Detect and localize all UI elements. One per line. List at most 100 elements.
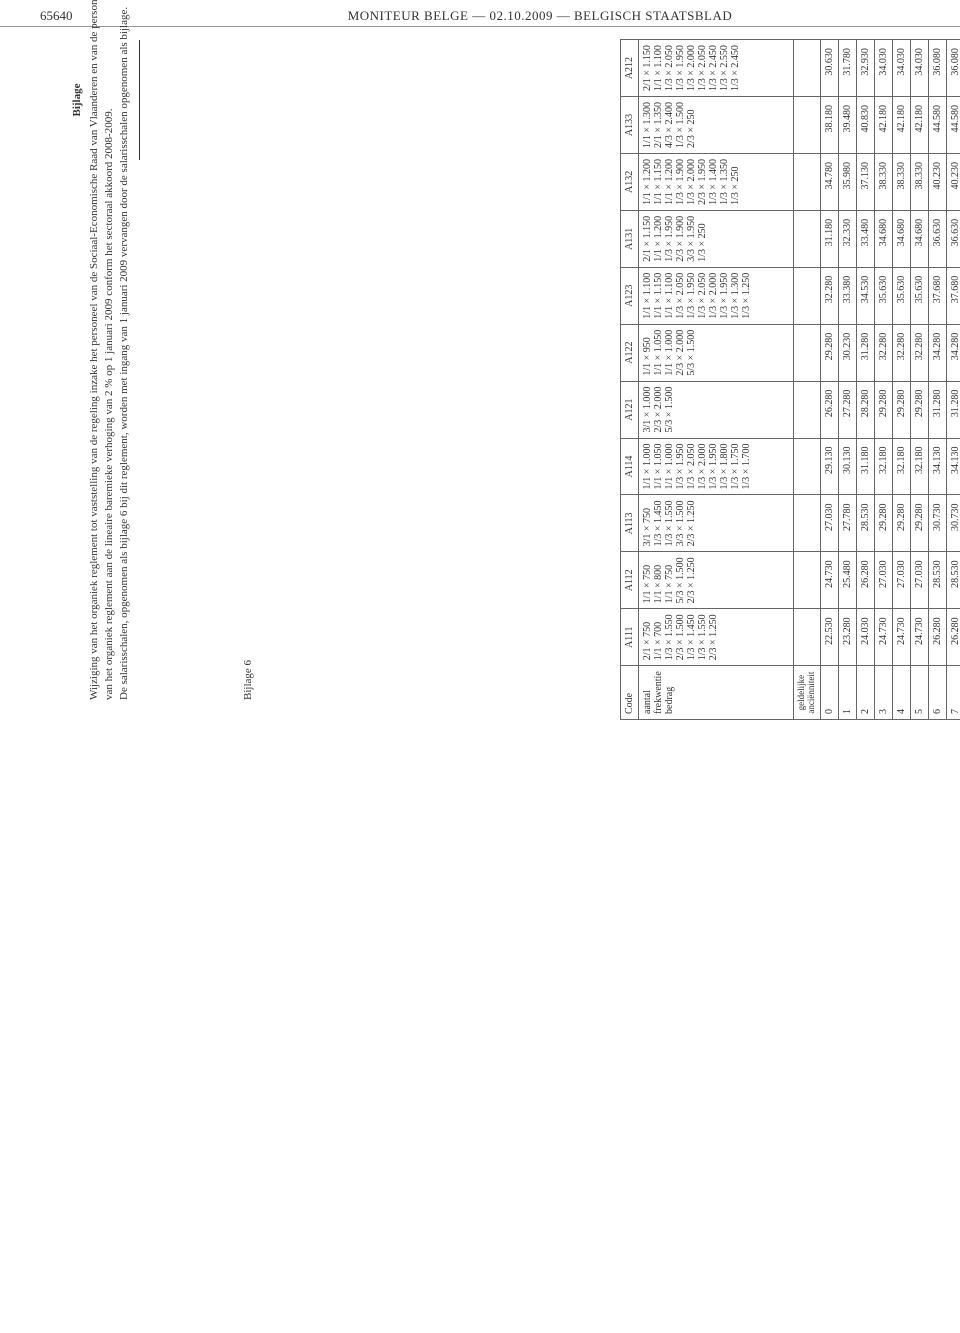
code-A122: A122 xyxy=(621,324,639,381)
salary-row: 524.73027.03029.28032.18029.28032.28035.… xyxy=(910,40,928,720)
salary-cell: 26.280 xyxy=(820,381,838,438)
salary-cell: 34.030 xyxy=(910,40,928,97)
salary-cell: 44.580 xyxy=(928,97,946,154)
code-A112: A112 xyxy=(621,552,639,609)
salary-cell: 30.630 xyxy=(820,40,838,97)
intro-block: Bijlage Wijziging van het organiek regle… xyxy=(70,0,148,700)
salary-row: 324.73027.03029.28032.18029.28032.28035.… xyxy=(874,40,892,720)
salary-cell: 30.230 xyxy=(838,324,856,381)
salary-cell: 22.530 xyxy=(820,609,838,666)
salary-cell: 38.330 xyxy=(910,153,928,210)
salary-cell: 42.180 xyxy=(910,97,928,154)
anc-value: 3 xyxy=(874,666,892,720)
anc-value: 7 xyxy=(946,666,960,720)
salary-cell: 27.030 xyxy=(892,552,910,609)
salary-cell: 29.280 xyxy=(874,381,892,438)
salary-cell: 28.280 xyxy=(856,381,874,438)
intro-line-1: Wijziging van het organiek reglement tot… xyxy=(87,0,102,700)
incr-A112: 1/1 × 7501/1 × 8001/1 × 7505/3 × 1.5002/… xyxy=(639,552,794,609)
incr-A133: 1/1 × 1.3002/1 × 1.3504/3 × 2.4001/3 × 1… xyxy=(639,97,794,154)
salary-cell: 28.530 xyxy=(928,552,946,609)
salary-cell: 28.530 xyxy=(946,552,960,609)
salary-cell: 31.280 xyxy=(928,381,946,438)
journal-title: MONITEUR BELGE — 02.10.2009 — BELGISCH S… xyxy=(160,8,920,24)
salary-row: 424.73027.03029.28032.18029.28032.28035.… xyxy=(892,40,910,720)
salary-cell: 32.280 xyxy=(874,324,892,381)
code-A114: A114 xyxy=(621,438,639,495)
salary-cell: 23.280 xyxy=(838,609,856,666)
code-A133: A133 xyxy=(621,97,639,154)
salary-cell: 27.030 xyxy=(820,495,838,552)
salary-cell: 32.280 xyxy=(892,324,910,381)
salary-cell: 32.180 xyxy=(892,438,910,495)
salary-cell: 38.330 xyxy=(892,153,910,210)
code-A132: A132 xyxy=(621,153,639,210)
salary-cell: 37.680 xyxy=(928,267,946,324)
incr-A123: 1/1 × 1.1001/1 × 1.1501/1 × 1.1001/3 × 2… xyxy=(639,267,794,324)
salary-cell: 38.330 xyxy=(874,153,892,210)
salary-cell: 31.280 xyxy=(946,381,960,438)
salary-cell: 34.280 xyxy=(928,324,946,381)
incr-A212: 2/1 × 1.1501/1 × 1.1001/3 × 2.0501/3 × 1… xyxy=(639,40,794,97)
salary-row: 022.53024.73027.03029.13026.28029.28032.… xyxy=(820,40,838,720)
code-A123: A123 xyxy=(621,267,639,324)
salary-cell: 34.030 xyxy=(892,40,910,97)
salary-cell: 26.280 xyxy=(856,552,874,609)
anc-value: 4 xyxy=(892,666,910,720)
anc-value: 6 xyxy=(928,666,946,720)
code-A113: A113 xyxy=(621,495,639,552)
salary-cell: 24.730 xyxy=(874,609,892,666)
incr-A132: 1/1 × 1.2001/1 × 1.1501/1 × 1.2001/3 × 1… xyxy=(639,153,794,210)
row-labels: aantal frekwentie bedrag xyxy=(639,666,794,720)
salary-cell: 36.630 xyxy=(946,210,960,267)
incr-A121: 3/1 × 1.0002/3 × 2.0005/3 × 1.500 xyxy=(639,381,794,438)
salary-cell: 24.730 xyxy=(820,552,838,609)
salary-row: 123.28025.48027.78030.13027.28030.23033.… xyxy=(838,40,856,720)
salary-cell: 29.280 xyxy=(892,495,910,552)
salary-cell: 34.280 xyxy=(946,324,960,381)
increments-row: aantal frekwentie bedrag 2/1 × 7501/1 × … xyxy=(639,40,794,720)
salary-cell: 36.080 xyxy=(946,40,960,97)
intro-title: Bijlage xyxy=(70,0,85,700)
salary-cell: 32.180 xyxy=(910,438,928,495)
salary-cell: 34.130 xyxy=(928,438,946,495)
salary-cell: 29.280 xyxy=(874,495,892,552)
salary-table: Code A111 A112 A113 A114 A121 A122 A123 … xyxy=(620,39,960,720)
incr-A122: 1/1 × 9501/1 × 1.0501/1 × 1.0002/3 × 2.0… xyxy=(639,324,794,381)
code-row: Code A111 A112 A113 A114 A121 A122 A123 … xyxy=(621,40,639,720)
salary-cell: 44.580 xyxy=(946,97,960,154)
salary-cell: 32.280 xyxy=(910,324,928,381)
salary-table-wrap: Code A111 A112 A113 A114 A121 A122 A123 … xyxy=(620,39,960,720)
salary-cell: 33.480 xyxy=(856,210,874,267)
salary-cell: 42.180 xyxy=(892,97,910,154)
salary-cell: 24.730 xyxy=(910,609,928,666)
salary-cell: 24.030 xyxy=(856,609,874,666)
incr-A114: 1/1 × 1.0001/1 × 1.0501/1 × 1.0001/3 × 1… xyxy=(639,438,794,495)
salary-cell: 34.030 xyxy=(874,40,892,97)
salary-body: 022.53024.73027.03029.13026.28029.28032.… xyxy=(820,40,960,720)
salary-cell: 31.180 xyxy=(856,438,874,495)
salary-cell: 35.630 xyxy=(910,267,928,324)
anc-value: 2 xyxy=(856,666,874,720)
annex-heading: Bijlage 6 xyxy=(242,660,254,700)
salary-cell: 34.680 xyxy=(874,210,892,267)
salary-cell: 34.130 xyxy=(946,438,960,495)
salary-cell: 28.530 xyxy=(856,495,874,552)
code-A111: A111 xyxy=(621,609,639,666)
incr-A113: 3/1 × 7501/3 × 1.4501/3 × 1.5503/3 × 1.5… xyxy=(639,495,794,552)
salary-cell: 26.280 xyxy=(928,609,946,666)
salary-cell: 32.330 xyxy=(838,210,856,267)
salary-cell: 26.280 xyxy=(946,609,960,666)
intro-line-3: De salarisschalen, opgenomen als bijlage… xyxy=(117,0,132,700)
salary-cell: 30.130 xyxy=(838,438,856,495)
salary-cell: 29.130 xyxy=(820,438,838,495)
anc-value: 5 xyxy=(910,666,928,720)
salary-row: 626.28028.53030.73034.13031.28034.28037.… xyxy=(928,40,946,720)
salary-cell: 31.280 xyxy=(856,324,874,381)
salary-cell: 31.180 xyxy=(820,210,838,267)
salary-cell: 35.630 xyxy=(892,267,910,324)
incr-A131: 2/1 × 1.1501/1 × 1.2001/3 × 1.9502/3 × 1… xyxy=(639,210,794,267)
salary-cell: 32.180 xyxy=(874,438,892,495)
salary-cell: 30.730 xyxy=(928,495,946,552)
anc-header-row: geldelijke anciënniteit xyxy=(794,40,821,720)
